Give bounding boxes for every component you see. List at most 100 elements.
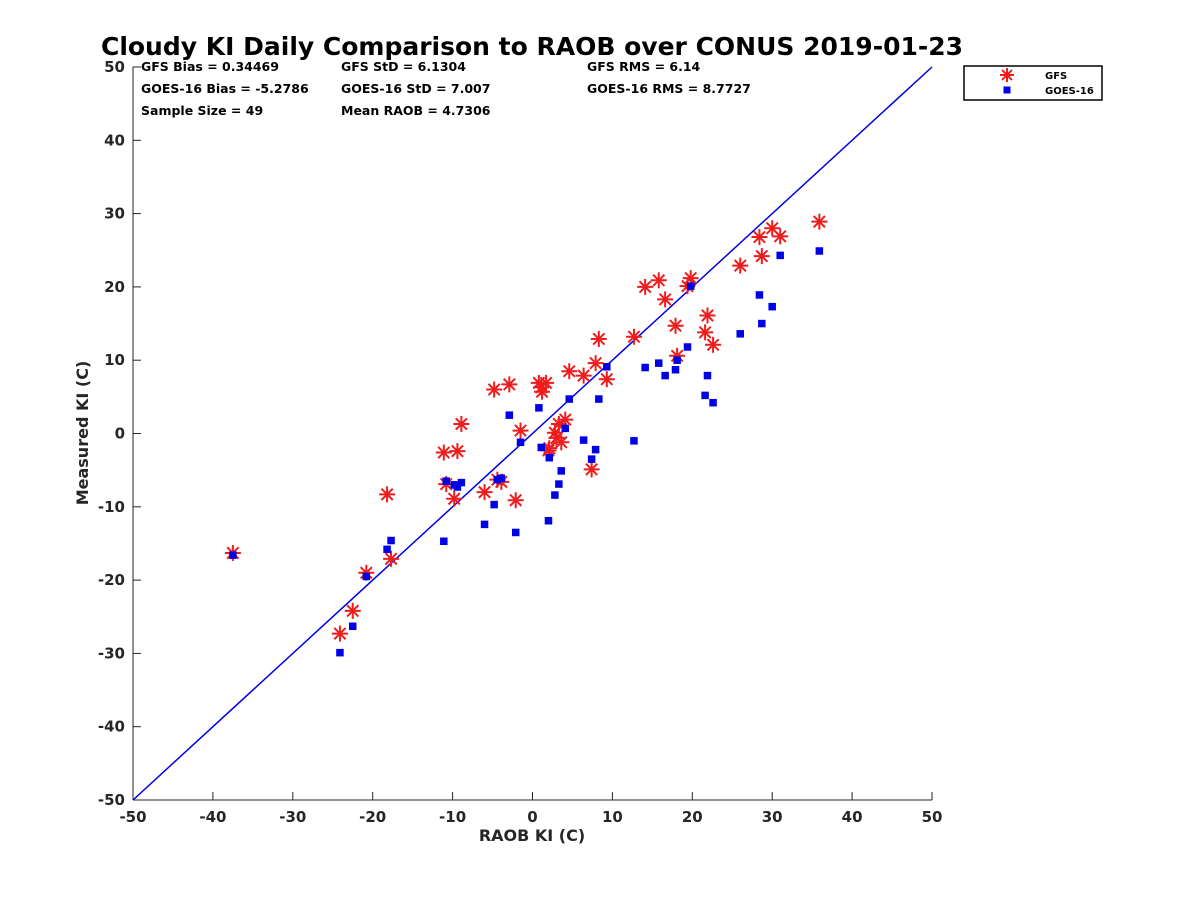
legend: GFS GOES-16 xyxy=(963,65,1103,101)
stat-annotation: GFS Bias = 0.34469 xyxy=(141,59,279,74)
gfs-point xyxy=(379,486,396,503)
goes16-point xyxy=(565,395,574,403)
goes16-point xyxy=(453,483,462,491)
gfs-point xyxy=(583,461,600,478)
x-tick-label: -50 xyxy=(119,808,146,826)
gfs-point xyxy=(512,422,529,439)
gfs-point xyxy=(501,376,518,393)
goes16-point xyxy=(686,282,695,290)
gfs-point xyxy=(590,330,607,347)
goes16-point xyxy=(362,572,371,581)
x-tick-label: 20 xyxy=(682,808,703,826)
goes16-point xyxy=(591,445,600,454)
gfs-point xyxy=(476,484,493,501)
gfs-point xyxy=(435,444,452,461)
stat-annotation: GOES-16 StD = 7.007 xyxy=(341,81,490,96)
goes16-point xyxy=(587,455,596,463)
legend-gfs-label: GFS xyxy=(1045,71,1067,82)
gfs-point xyxy=(753,248,770,265)
y-tick-label: -10 xyxy=(98,498,125,516)
x-tick-label: -10 xyxy=(439,808,466,826)
gfs-point xyxy=(732,257,749,274)
y-tick-label: 10 xyxy=(104,351,125,369)
stat-annotation: Sample Size = 49 xyxy=(141,103,263,118)
gfs-point xyxy=(561,363,578,380)
gfs-point xyxy=(538,374,555,391)
goes16-point xyxy=(641,363,649,372)
x-tick-label: -20 xyxy=(359,808,386,826)
y-tick-label: 40 xyxy=(104,131,125,149)
goes16-point xyxy=(497,474,506,482)
goes16-point xyxy=(551,491,559,499)
y-tick-label: -20 xyxy=(98,571,125,589)
gfs-point xyxy=(557,411,574,428)
stat-annotation: GFS StD = 6.1304 xyxy=(341,59,466,74)
gfs-point xyxy=(637,278,654,295)
statistics-annotations: GFS Bias = 0.34469 GFS StD = 6.1304 GFS RM… xyxy=(141,59,751,118)
gfs-point xyxy=(446,490,463,507)
y-tick-label: 20 xyxy=(104,278,125,296)
gfs-point xyxy=(553,434,570,451)
goes16-point xyxy=(703,371,712,380)
gfs-point xyxy=(699,307,716,324)
y-tick-label: 30 xyxy=(104,205,125,223)
stat-annotation: Mean RAOB = 4.7306 xyxy=(341,103,491,118)
legend-box xyxy=(963,65,1103,101)
goes16-point xyxy=(758,319,766,328)
goes16-point xyxy=(654,359,663,367)
goes16-point xyxy=(457,478,466,487)
goes16-point xyxy=(768,302,776,311)
x-tick-label: -40 xyxy=(199,808,226,826)
x-tick-label: 30 xyxy=(762,808,783,826)
x-tick-label: 10 xyxy=(602,808,623,826)
goes16-point xyxy=(630,437,638,445)
goes16-point xyxy=(516,438,525,447)
goes16-point xyxy=(505,411,514,419)
goes16-point xyxy=(603,363,611,371)
stat-annotation: GFS RMS = 6.14 xyxy=(587,59,701,74)
gfs-point xyxy=(751,229,768,246)
goes16-point xyxy=(755,291,764,299)
x-axis-label: RAOB KI (C) xyxy=(479,826,585,845)
goes16-point xyxy=(545,453,554,462)
goes16-point xyxy=(561,424,570,433)
goes16-point xyxy=(555,480,563,488)
goes16-point xyxy=(440,537,448,546)
goes16-point xyxy=(776,251,784,260)
goes16-point xyxy=(480,520,489,529)
y-tick-label: -40 xyxy=(98,718,125,736)
gfs-point xyxy=(453,415,470,432)
legend-goes16-marker xyxy=(1003,86,1011,94)
goes16-point xyxy=(595,395,603,403)
gfs-point xyxy=(331,625,348,642)
goes16-point xyxy=(511,528,520,537)
gfs-series xyxy=(224,213,828,642)
gfs-point xyxy=(772,228,789,245)
x-tick-label: -30 xyxy=(279,808,306,826)
goes16-point xyxy=(661,371,669,380)
gfs-point xyxy=(486,381,503,398)
goes16-point xyxy=(535,404,543,412)
goes16-point xyxy=(229,551,237,559)
goes16-point xyxy=(709,398,717,407)
gfs-point xyxy=(811,213,828,230)
gfs-point xyxy=(507,492,524,509)
goes16-point xyxy=(387,536,395,545)
gfs-point xyxy=(587,355,604,372)
gfs-point xyxy=(657,291,674,308)
y-axis-label: Measured KI (C) xyxy=(73,361,92,506)
goes16-point xyxy=(348,622,357,631)
y-tick-label: 50 xyxy=(104,58,125,76)
goes16-point xyxy=(442,477,450,485)
goes16-point xyxy=(336,648,344,657)
goes16-point xyxy=(683,343,692,351)
goes16-point xyxy=(490,500,498,509)
goes16-series xyxy=(229,247,824,657)
x-tick-label: 50 xyxy=(922,808,943,826)
gfs-point xyxy=(598,371,615,388)
x-tick-label: 40 xyxy=(842,808,863,826)
goes16-point xyxy=(701,391,709,400)
gfs-point xyxy=(697,324,714,341)
